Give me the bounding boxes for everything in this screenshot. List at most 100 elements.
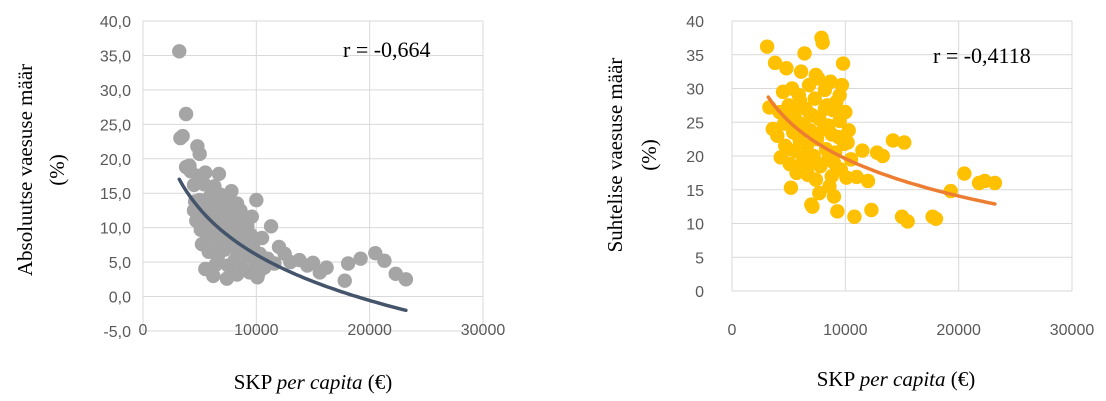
- data-point: [897, 135, 912, 150]
- data-point: [779, 61, 794, 76]
- x-tick-label: 30000: [461, 322, 506, 339]
- data-point: [319, 260, 334, 275]
- y-tick-label: 35: [686, 48, 704, 65]
- data-point: [770, 128, 785, 143]
- data-point: [793, 64, 809, 79]
- x-axis-label: SKP per capita (€): [817, 367, 975, 391]
- y-tick-label: 15,0: [100, 186, 131, 203]
- data-point: [839, 170, 854, 185]
- data-point: [847, 209, 862, 224]
- y-axis-label: Suhtelise vaesuse määr: [603, 58, 627, 253]
- data-point: [778, 138, 793, 154]
- y-tick-label: 0,0: [109, 290, 131, 307]
- data-point: [203, 180, 219, 195]
- data-point: [808, 172, 824, 187]
- data-point: [377, 253, 392, 268]
- data-point: [835, 56, 851, 71]
- data-point: [353, 251, 368, 266]
- y-tick-label: 40,0: [100, 14, 131, 31]
- data-point: [767, 55, 783, 71]
- correlation-label: r = -0,664: [343, 37, 431, 62]
- data-point: [817, 101, 833, 116]
- data-point: [797, 46, 812, 61]
- y-tick-label: 25,0: [100, 117, 131, 134]
- data-point: [864, 202, 879, 218]
- data-point: [807, 153, 822, 168]
- y-tick-label: 40: [686, 14, 704, 31]
- data-point: [860, 173, 876, 189]
- data-point: [251, 265, 266, 281]
- data-point: [807, 91, 822, 106]
- y-axis-label-unit: (%): [637, 139, 661, 170]
- trend-line: [766, 95, 997, 206]
- x-axis-label: SKP per capita (€): [234, 370, 392, 394]
- data-point: [172, 44, 187, 59]
- data-point: [799, 163, 814, 179]
- y-tick-label: 15: [686, 183, 704, 200]
- data-point: [206, 268, 221, 284]
- data-point: [826, 189, 842, 204]
- x-tick-label: 0: [728, 322, 737, 339]
- data-point: [249, 192, 264, 208]
- data-point: [792, 93, 808, 108]
- data-point: [875, 148, 890, 164]
- data-point: [229, 267, 245, 282]
- data-point: [808, 67, 824, 83]
- y-tick-label: 30: [686, 82, 704, 99]
- y-axis-label-unit: (%): [45, 154, 69, 185]
- y-tick-label: 30,0: [100, 83, 131, 100]
- y-tick-label: 25: [686, 115, 704, 132]
- data-point: [759, 39, 775, 54]
- data-point: [885, 133, 901, 148]
- x-tick-label: 30000: [1050, 322, 1095, 339]
- data-point: [254, 230, 270, 246]
- data-point: [855, 143, 870, 158]
- data-point: [263, 219, 279, 234]
- data-point: [337, 273, 352, 288]
- y-tick-label: 5,0: [109, 255, 131, 272]
- data-point: [957, 166, 972, 181]
- correlation-label: r = -0,4118: [933, 43, 1031, 68]
- data-point: [849, 169, 864, 185]
- data-point: [840, 135, 855, 150]
- x-tick-label: 10000: [234, 322, 279, 339]
- y-tick-label: 0: [695, 284, 704, 301]
- y-tick-label: 10: [686, 217, 704, 234]
- y-tick-label: 20,0: [100, 152, 131, 169]
- data-point: [796, 148, 811, 164]
- data-point: [192, 146, 207, 162]
- data-point: [805, 199, 820, 214]
- data-point: [838, 104, 853, 120]
- trend-line: [177, 177, 408, 313]
- x-tick-label: 20000: [936, 322, 981, 339]
- y-tick-label: 35,0: [100, 48, 131, 65]
- data-point: [832, 88, 847, 103]
- data-point: [812, 185, 827, 201]
- data-point: [841, 123, 856, 138]
- x-tick-label: 0: [139, 322, 148, 339]
- data-point: [815, 35, 830, 50]
- data-point: [803, 106, 818, 122]
- data-point: [217, 191, 232, 206]
- data-point: [987, 175, 1003, 191]
- data-point: [826, 155, 842, 170]
- data-point: [244, 209, 259, 224]
- data-point: [398, 272, 414, 287]
- data-point: [212, 203, 228, 219]
- x-tick-label: 20000: [347, 322, 392, 339]
- data-point: [235, 223, 250, 238]
- data-point: [178, 106, 194, 122]
- data-point: [823, 74, 838, 89]
- data-point: [198, 165, 213, 180]
- y-tick-label: 20: [686, 149, 704, 166]
- relative-poverty-chart: 0 5 10 15 20 25 30 35 40 0 10000 20000 30000 r = -0,4…: [603, 14, 1094, 391]
- data-point: [233, 248, 248, 263]
- data-point: [175, 128, 190, 144]
- y-tick-label: 5: [695, 250, 704, 267]
- absolute-poverty-chart: -5,0 0,0 5,0 10,0 15,0 20,0 25,0 30,0 35,0 40,0 0 1…: [13, 14, 505, 394]
- data-point: [211, 166, 227, 182]
- data-point: [928, 211, 944, 226]
- data-point: [208, 257, 223, 273]
- y-tick-label: -5,0: [103, 324, 131, 341]
